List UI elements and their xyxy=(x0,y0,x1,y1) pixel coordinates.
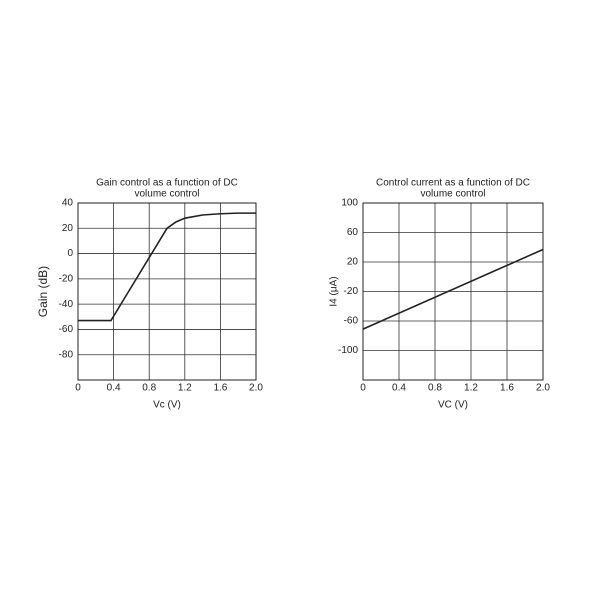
chart-title: volume control xyxy=(134,189,199,200)
y-tick-label: 60 xyxy=(347,227,359,238)
y-tick-label: -80 xyxy=(59,349,74,360)
chart-title: Gain control as a function of DC xyxy=(96,178,238,189)
plot-frame xyxy=(77,202,257,381)
y-tick-label: 100 xyxy=(341,198,358,209)
y-tick-label: -40 xyxy=(59,299,74,310)
plot-frame xyxy=(362,202,544,381)
x-tick-label: 0.4 xyxy=(392,383,406,394)
x-axis-label: VC (V) xyxy=(438,400,468,411)
x-tick-label: 1.2 xyxy=(178,383,192,394)
x-tick-label: 0.8 xyxy=(428,383,442,394)
x-tick-label: 0 xyxy=(360,383,366,394)
y-tick-label: -20 xyxy=(59,273,74,284)
x-tick-label: 2.0 xyxy=(536,383,550,394)
x-tick-label: 0 xyxy=(75,383,81,394)
y-tick-label: 40 xyxy=(62,198,74,209)
y-tick-label: 0 xyxy=(67,248,73,259)
x-tick-label: 1.6 xyxy=(500,383,514,394)
y-tick-label: -100 xyxy=(338,345,358,356)
data-line xyxy=(362,248,544,330)
chart-title: Control current as a function of DC xyxy=(376,178,530,189)
y-tick-label: -60 xyxy=(344,316,359,327)
x-tick-label: 0.8 xyxy=(142,383,156,394)
data-line xyxy=(78,212,256,322)
x-tick-label: 0.4 xyxy=(107,383,121,394)
x-tick-label: 2.0 xyxy=(249,383,263,394)
y-tick-label: -20 xyxy=(344,286,359,297)
y-tick-label: -60 xyxy=(59,324,74,335)
x-tick-label: 1.6 xyxy=(213,383,227,394)
x-tick-label: 1.2 xyxy=(464,383,478,394)
y-tick-label: 20 xyxy=(347,257,359,268)
x-axis-label: Vc (V) xyxy=(153,400,181,411)
y-axis-label: Gain (dB) xyxy=(36,266,50,317)
y-axis-label: I4 (μA) xyxy=(329,276,340,306)
chart-title: volume control xyxy=(420,189,485,200)
y-tick-label: 20 xyxy=(62,223,74,234)
